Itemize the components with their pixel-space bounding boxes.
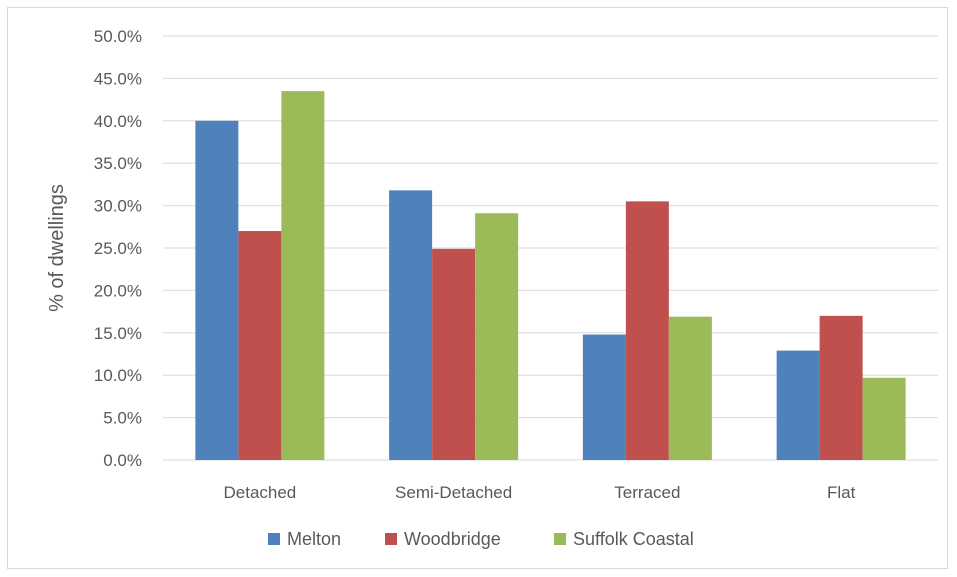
y-tick-label: 10.0%: [94, 366, 142, 385]
bar-suffolk-coastal-terraced: [668, 316, 712, 460]
legend-item-melton: Melton: [268, 529, 341, 549]
x-category-label: Semi-Detached: [395, 483, 512, 502]
y-axis-tick-labels: 0.0% 5.0% 10.0% 15.0% 20.0% 25.0% 30.0% 35.0% 40…: [94, 27, 142, 470]
y-tick-label: 35.0%: [94, 154, 142, 173]
legend: Melton Woodbridge Suffolk Coastal: [268, 529, 694, 549]
bar-woodbridge-detached: [238, 231, 282, 460]
bar-melton-flat: [776, 350, 820, 460]
legend-item-suffolk-coastal: Suffolk Coastal: [554, 529, 694, 549]
y-tick-label: 0.0%: [103, 451, 142, 470]
bar-suffolk-coastal-detached: [281, 91, 325, 461]
legend-swatch: [268, 533, 280, 545]
x-category-label: Flat: [827, 483, 856, 502]
legend-swatch: [385, 533, 397, 545]
legend-label: Suffolk Coastal: [573, 529, 694, 549]
bar-melton-semi-detached: [389, 190, 433, 460]
legend-swatch: [554, 533, 566, 545]
y-tick-label: 25.0%: [94, 239, 142, 258]
y-tick-label: 45.0%: [94, 69, 142, 88]
x-axis-category-labels: Detached Semi-Detached Terraced Flat: [223, 483, 855, 502]
bars: [195, 91, 906, 461]
y-tick-label: 50.0%: [94, 27, 142, 46]
legend-item-woodbridge: Woodbridge: [385, 529, 501, 549]
bar-woodbridge-terraced: [625, 201, 669, 461]
y-tick-label: 30.0%: [94, 197, 142, 216]
y-tick-label: 15.0%: [94, 324, 142, 343]
bar-melton-detached: [195, 120, 239, 461]
y-tick-label: 20.0%: [94, 281, 142, 300]
bar-woodbridge-semi-detached: [432, 248, 476, 460]
y-axis-title: % of dwellings: [46, 184, 68, 312]
x-category-label: Terraced: [614, 483, 680, 502]
y-tick-label: 5.0%: [103, 409, 142, 428]
bar-melton-terraced: [582, 334, 626, 460]
legend-label: Melton: [287, 529, 341, 549]
y-tick-label: 40.0%: [94, 112, 142, 131]
bar-suffolk-coastal-semi-detached: [475, 213, 519, 460]
bar-woodbridge-flat: [819, 315, 863, 460]
legend-label: Woodbridge: [404, 529, 501, 549]
bar-suffolk-coastal-flat: [862, 377, 906, 460]
x-category-label: Detached: [223, 483, 296, 502]
